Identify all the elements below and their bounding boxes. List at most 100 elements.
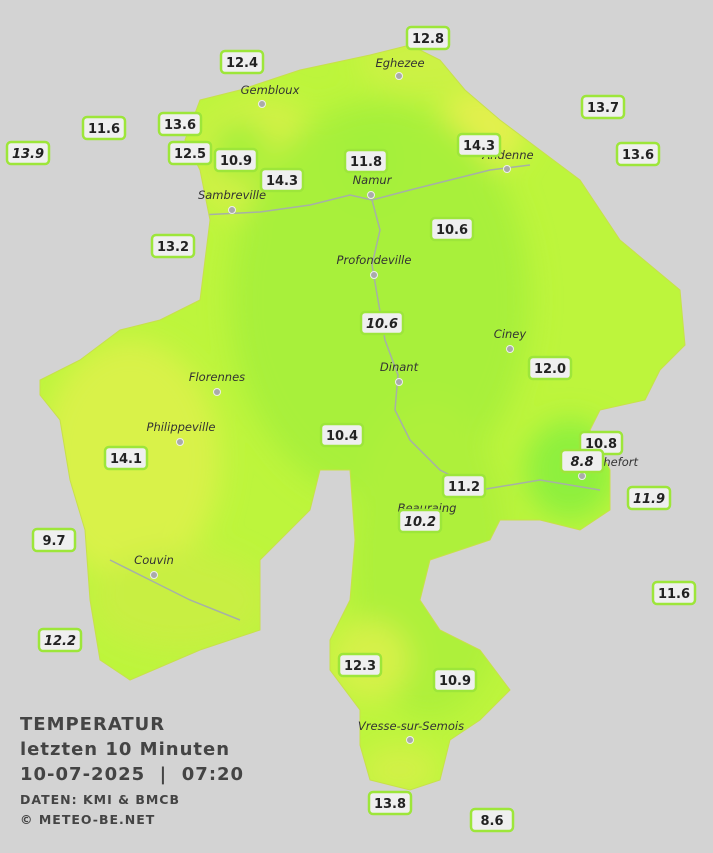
station: 10.4	[319, 422, 365, 448]
station: 8.6	[469, 807, 515, 833]
station: 10.9	[213, 147, 259, 173]
station-value: 13.8	[374, 797, 406, 812]
station: 10.6	[359, 310, 405, 336]
station-box	[429, 216, 475, 242]
station: 12.4	[219, 49, 265, 75]
station-box	[319, 422, 365, 448]
station: 10.8	[578, 430, 624, 456]
station: 10.6	[429, 216, 475, 242]
station-box	[397, 508, 443, 534]
station-box	[5, 140, 51, 166]
station: 10.2	[397, 508, 443, 534]
station: 10.9	[432, 667, 478, 693]
station-box	[213, 147, 259, 173]
station: 8.8	[559, 448, 605, 474]
station-box	[405, 25, 451, 51]
station-value: 11.6	[88, 122, 120, 137]
station: 13.6	[157, 111, 203, 137]
station: 12.5	[167, 140, 213, 166]
station-box	[37, 627, 83, 653]
station: 11.6	[81, 115, 127, 141]
station: 14.3	[259, 167, 305, 193]
station: 11.6	[651, 580, 697, 606]
station: 12.2	[37, 627, 83, 653]
station: 11.8	[343, 148, 389, 174]
copyright: © METEO-BE.NET	[20, 812, 155, 827]
city-label: Namur	[353, 173, 393, 187]
city-dot	[395, 378, 403, 386]
station-box	[150, 233, 196, 259]
station-value: 10.8	[585, 437, 617, 452]
title-line: letzten 10 Minuten	[20, 739, 230, 760]
station: 9.7	[31, 527, 77, 553]
station-value: 8.8	[570, 455, 593, 470]
station-value: 13.9	[12, 147, 44, 162]
station-value: 14.3	[266, 174, 298, 189]
city-label: Couvin	[134, 553, 174, 567]
station-value: 14.3	[463, 139, 495, 154]
station-box	[527, 355, 573, 381]
city-label: Eghezee	[375, 56, 424, 70]
city-label: Philippeville	[147, 420, 216, 434]
station-value: 13.6	[164, 118, 196, 133]
station: 11.2	[441, 473, 487, 499]
city-label: Florennes	[189, 370, 245, 384]
station-box	[456, 132, 502, 158]
station-box	[367, 790, 413, 816]
city-dot	[367, 191, 375, 199]
station: 13.8	[367, 790, 413, 816]
city-dot	[258, 100, 266, 108]
station-value: 12.0	[534, 362, 566, 377]
station-value: 10.6	[366, 317, 398, 332]
station-box	[651, 580, 697, 606]
city-label: Profondeville	[337, 253, 412, 267]
station: 13.9	[5, 140, 51, 166]
city-dot	[578, 472, 586, 480]
station-value: 13.6	[622, 148, 654, 163]
station: 13.2	[150, 233, 196, 259]
station: 14.3	[456, 132, 502, 158]
station: 13.6	[615, 141, 661, 167]
station-value: 11.9	[633, 492, 665, 507]
station-value: 10.9	[220, 154, 252, 169]
station-box	[337, 652, 383, 678]
station-box	[259, 167, 305, 193]
station-box	[157, 111, 203, 137]
city-dot	[406, 736, 414, 744]
station-box	[559, 448, 605, 474]
station-value: 11.2	[448, 480, 480, 495]
station-box	[219, 49, 265, 75]
city-dot	[213, 388, 221, 396]
station-value: 12.8	[412, 32, 444, 47]
station-value: 11.6	[658, 587, 690, 602]
station-value: 14.1	[110, 452, 142, 467]
station-value: 10.9	[439, 674, 471, 689]
city-dot	[150, 571, 158, 579]
title-line: 10-07-2025 | 07:20	[20, 764, 244, 785]
station: 12.3	[337, 652, 383, 678]
station-value: 12.2	[44, 634, 76, 649]
station: 12.8	[405, 25, 451, 51]
station: 14.1	[103, 445, 149, 471]
station-box	[81, 115, 127, 141]
station-value: 10.4	[326, 429, 358, 444]
station-box	[432, 667, 478, 693]
station-value: 8.6	[480, 814, 503, 829]
station-box	[103, 445, 149, 471]
station-value: 11.8	[350, 155, 382, 170]
station-box	[469, 807, 515, 833]
station-box	[615, 141, 661, 167]
city-dot	[228, 206, 236, 214]
station-value: 13.7	[587, 101, 619, 116]
station-box	[626, 485, 672, 511]
title-line: TEMPERATUR	[20, 714, 165, 735]
station-value: 12.5	[174, 147, 206, 162]
source: DATEN: KMI & BMCB	[20, 792, 180, 807]
station-value: 13.2	[157, 240, 189, 255]
city-label: Gembloux	[241, 83, 300, 97]
city-label: Vresse-sur-Semois	[358, 719, 464, 733]
station: 13.7	[580, 94, 626, 120]
city-dot	[370, 271, 378, 279]
station-value: 12.4	[226, 56, 258, 71]
city-label: Dinant	[380, 360, 419, 374]
